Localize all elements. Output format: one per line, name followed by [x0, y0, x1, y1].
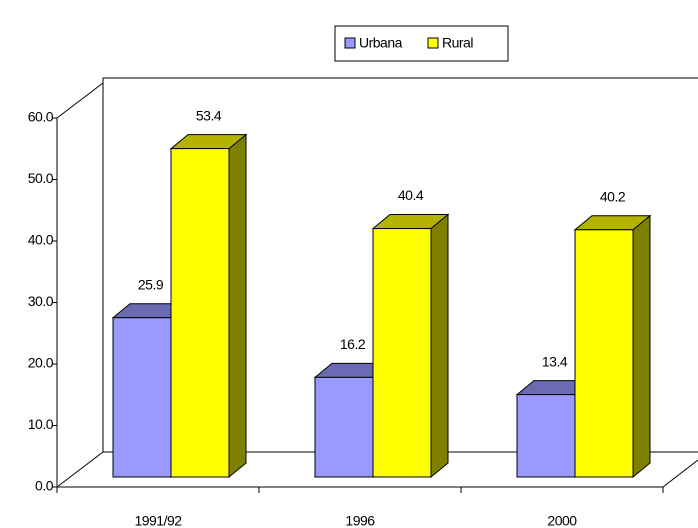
data-label: 16.2 — [340, 336, 366, 352]
data-label: 53.4 — [196, 107, 222, 123]
floor-right — [662, 459, 698, 488]
y-tick-label: 50.0 — [28, 170, 54, 186]
bar-side — [632, 214, 651, 479]
x-tick-label: 1991/92 — [134, 513, 182, 528]
bar-side — [228, 133, 247, 479]
wall-left-top — [56, 82, 104, 119]
y-tick-label: 20.0 — [28, 355, 54, 371]
legend-label: Urbana — [359, 35, 403, 51]
data-label: 25.9 — [138, 276, 164, 292]
legend-swatch — [427, 37, 439, 49]
bar — [170, 148, 230, 478]
bar — [574, 229, 634, 478]
legend-label: Rural — [442, 35, 473, 51]
y-tick-label: 30.0 — [28, 293, 54, 309]
legend-swatch — [344, 37, 356, 49]
bar — [112, 317, 172, 478]
bar-side — [430, 213, 449, 479]
back-wall — [102, 77, 698, 452]
y-tick-label: 10.0 — [28, 416, 54, 432]
legend-box — [334, 25, 509, 62]
y-tick-label: 60.0 — [28, 109, 54, 125]
data-label: 13.4 — [542, 353, 568, 369]
x-tick-label: 2000 — [547, 513, 577, 528]
bar — [516, 394, 576, 478]
bar — [372, 228, 432, 478]
data-label: 40.4 — [398, 187, 424, 203]
x-tick-label: 1996 — [345, 513, 375, 528]
y-tick-label: 0.0 — [35, 478, 54, 494]
data-label: 40.2 — [600, 188, 626, 204]
y-tick-label: 40.0 — [28, 232, 54, 248]
bar — [314, 376, 374, 478]
floor-left — [56, 451, 104, 488]
